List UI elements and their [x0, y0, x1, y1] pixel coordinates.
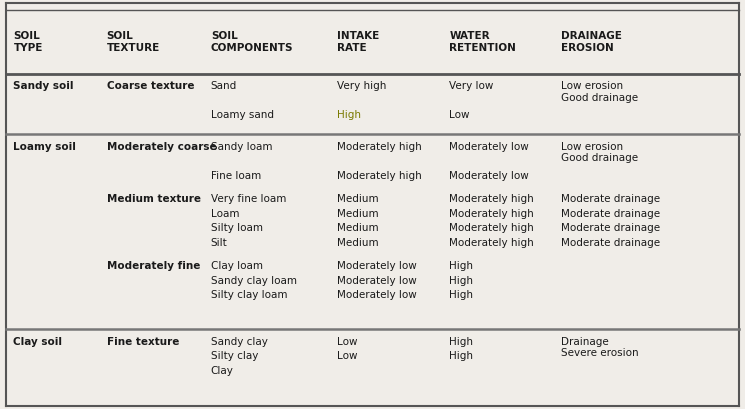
Text: Moderately high: Moderately high	[449, 223, 534, 233]
Text: Medium: Medium	[337, 238, 379, 248]
Text: WATER
RETENTION: WATER RETENTION	[449, 31, 516, 53]
Text: Moderate drainage: Moderate drainage	[561, 194, 660, 204]
Text: Coarse texture: Coarse texture	[107, 81, 194, 91]
Text: Silt: Silt	[211, 238, 227, 248]
Text: SOIL
COMPONENTS: SOIL COMPONENTS	[211, 31, 294, 53]
Text: Loamy soil: Loamy soil	[13, 142, 76, 151]
Text: Fine texture: Fine texture	[107, 337, 179, 346]
Text: Silty clay loam: Silty clay loam	[211, 290, 288, 300]
Text: Moderately low: Moderately low	[337, 290, 417, 300]
Text: SOIL
TYPE: SOIL TYPE	[13, 31, 42, 53]
Text: Low: Low	[337, 351, 358, 361]
Text: Moderately high: Moderately high	[337, 142, 422, 151]
Text: Sand: Sand	[211, 81, 237, 91]
Text: Moderately low: Moderately low	[337, 261, 417, 271]
Text: Sandy clay loam: Sandy clay loam	[211, 276, 297, 285]
Text: Moderately high: Moderately high	[449, 209, 534, 218]
Text: Clay loam: Clay loam	[211, 261, 263, 271]
Text: SOIL
TEXTURE: SOIL TEXTURE	[107, 31, 159, 53]
Text: Very fine loam: Very fine loam	[211, 194, 286, 204]
Text: Low erosion
Good drainage: Low erosion Good drainage	[561, 142, 638, 163]
Text: High: High	[449, 337, 473, 346]
Text: Moderately low: Moderately low	[337, 276, 417, 285]
Text: High: High	[449, 351, 473, 361]
Text: DRAINAGE
EROSION: DRAINAGE EROSION	[561, 31, 622, 53]
Text: Very high: Very high	[337, 81, 387, 91]
Text: High: High	[449, 290, 473, 300]
Text: Moderately coarse: Moderately coarse	[107, 142, 216, 151]
Text: Moderate drainage: Moderate drainage	[561, 209, 660, 218]
Text: Moderately high: Moderately high	[337, 171, 422, 181]
Text: Moderately low: Moderately low	[449, 142, 529, 151]
Text: Moderately high: Moderately high	[449, 238, 534, 248]
Text: Clay soil: Clay soil	[13, 337, 63, 346]
Text: Loam: Loam	[211, 209, 239, 218]
Text: Moderate drainage: Moderate drainage	[561, 238, 660, 248]
Text: Fine loam: Fine loam	[211, 171, 261, 181]
Text: Medium: Medium	[337, 209, 379, 218]
Text: Sandy soil: Sandy soil	[13, 81, 74, 91]
Text: Silty clay: Silty clay	[211, 351, 259, 361]
Text: Low erosion
Good drainage: Low erosion Good drainage	[561, 81, 638, 103]
Text: Clay: Clay	[211, 366, 234, 376]
Text: INTAKE
RATE: INTAKE RATE	[337, 31, 380, 53]
Text: Drainage
Severe erosion: Drainage Severe erosion	[561, 337, 638, 358]
Text: Very low: Very low	[449, 81, 494, 91]
Text: Sandy loam: Sandy loam	[211, 142, 273, 151]
Text: Moderately fine: Moderately fine	[107, 261, 200, 271]
Text: High: High	[449, 276, 473, 285]
Text: High: High	[449, 261, 473, 271]
Text: Medium: Medium	[337, 194, 379, 204]
Text: Moderately high: Moderately high	[449, 194, 534, 204]
Text: Moderately low: Moderately low	[449, 171, 529, 181]
Text: Low: Low	[337, 337, 358, 346]
Text: Medium texture: Medium texture	[107, 194, 200, 204]
Text: Loamy sand: Loamy sand	[211, 110, 274, 120]
Text: Low: Low	[449, 110, 470, 120]
Text: Silty loam: Silty loam	[211, 223, 263, 233]
Text: Medium: Medium	[337, 223, 379, 233]
Text: High: High	[337, 110, 361, 120]
Text: Sandy clay: Sandy clay	[211, 337, 267, 346]
Text: Moderate drainage: Moderate drainage	[561, 223, 660, 233]
